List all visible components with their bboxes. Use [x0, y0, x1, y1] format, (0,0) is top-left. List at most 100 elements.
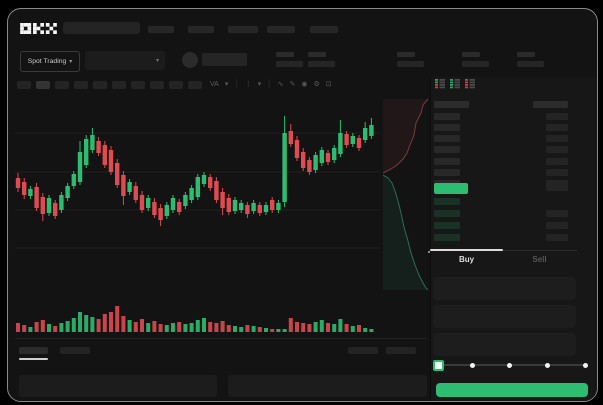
candlestick-chart[interactable]: [15, 95, 380, 290]
ask-row[interactable]: [430, 112, 577, 121]
draw-tool-icon[interactable]: ✎: [289, 81, 296, 88]
candle-body: [369, 125, 374, 136]
timeframe-button-4[interactable]: [74, 81, 88, 89]
market-mode-selector[interactable]: Spot Trading ▾: [20, 51, 80, 72]
volume-bar: [226, 325, 231, 332]
stat-value-placeholder: [397, 61, 424, 67]
bottom-right-control-2[interactable]: [386, 347, 416, 354]
volume-bar: [164, 325, 169, 332]
volume-bar: [140, 319, 144, 332]
nav-item-3[interactable]: [228, 26, 258, 33]
candle-body: [226, 198, 231, 212]
ask-row[interactable]: [430, 157, 577, 166]
slider-handle[interactable]: [433, 360, 444, 371]
bid-price-bar: [434, 197, 460, 205]
nav-item-1[interactable]: [148, 26, 174, 33]
tab-sell[interactable]: Sell: [532, 255, 547, 264]
ask-price-bar: [434, 112, 460, 120]
stat-label-placeholder: [276, 52, 294, 57]
volume-bar: [344, 324, 349, 332]
stat-value-placeholder: [308, 61, 335, 67]
trade-tabs-divider: [430, 250, 577, 251]
candle-body: [77, 152, 83, 182]
ask-amount-bar: [546, 180, 568, 188]
depth-chart[interactable]: [382, 95, 429, 291]
coin-avatar[interactable]: [182, 52, 198, 68]
okx-logo[interactable]: [20, 23, 57, 34]
volume-bar: [115, 306, 120, 332]
candle-body: [338, 133, 343, 154]
candle-body: [294, 140, 300, 158]
slider-stop-4[interactable]: [583, 363, 588, 368]
nav-item-5[interactable]: [310, 26, 338, 33]
volume-bar: [338, 319, 343, 332]
volume-bar: [307, 324, 312, 332]
settings-icon[interactable]: ⚙: [313, 81, 320, 88]
ask-row[interactable]: [430, 135, 577, 143]
slider-stop-3[interactable]: [545, 363, 550, 368]
bid-row[interactable]: [430, 234, 577, 242]
pair-selector[interactable]: ▾: [85, 51, 165, 70]
timeframe-button-2[interactable]: [36, 81, 50, 89]
candle-body: [146, 198, 151, 208]
candle-body: [84, 139, 89, 165]
bottom-tab-orders[interactable]: [19, 347, 48, 354]
timeframe-toolbar: [8, 9, 430, 95]
search-input[interactable]: [63, 22, 140, 34]
timeframe-button-3[interactable]: [55, 81, 69, 89]
fullscreen-icon[interactable]: ⊡: [325, 81, 332, 88]
snapshot-icon[interactable]: ◉: [301, 81, 308, 88]
ask-price-bar: [434, 135, 460, 143]
ask-row[interactable]: [430, 169, 577, 177]
slider-stop-1[interactable]: [470, 363, 475, 368]
nav-item-2[interactable]: [188, 26, 214, 33]
candle-body: [245, 205, 250, 214]
ask-row[interactable]: [430, 146, 577, 154]
timeframe-button-7[interactable]: [131, 81, 145, 89]
order-book-rows: [8, 9, 597, 300]
timeframe-button-1[interactable]: [17, 81, 31, 89]
last-price-bar[interactable]: [434, 183, 468, 194]
candle-body: [214, 181, 219, 200]
volume-bar: [313, 322, 318, 332]
tab-buy[interactable]: Buy: [458, 255, 475, 264]
ask-row[interactable]: [430, 123, 577, 132]
trade-field-1[interactable]: [433, 277, 576, 300]
trade-field-3[interactable]: [433, 333, 576, 356]
timeframe-button-9[interactable]: [169, 81, 183, 89]
trade-field-2[interactable]: [433, 305, 576, 328]
bid-row[interactable]: [430, 221, 577, 230]
volume-bar: [257, 327, 262, 332]
bid-row[interactable]: [430, 209, 577, 218]
candle-body: [65, 186, 70, 198]
volume-bar: [357, 325, 361, 332]
candle-body: [288, 131, 293, 144]
nav-item-4[interactable]: [267, 26, 295, 33]
volume-bar: [146, 323, 151, 332]
bottom-tab-history[interactable]: [60, 347, 90, 354]
volume-chart[interactable]: [15, 292, 383, 334]
combined-book-toggle-icon[interactable]: [435, 76, 445, 94]
bid-price-bar: [434, 221, 460, 229]
timeframe-button-5[interactable]: [93, 81, 107, 89]
bid-row[interactable]: [430, 197, 577, 206]
line-tool-icon[interactable]: ∿: [277, 81, 284, 88]
bids-only-toggle-icon[interactable]: [450, 76, 460, 94]
timeframe-button-6[interactable]: [112, 81, 126, 89]
candle-body: [28, 189, 33, 196]
bottom-right-control-1[interactable]: [348, 347, 378, 354]
chevron-down-icon[interactable]: ▾: [224, 81, 229, 88]
slider-stop-2[interactable]: [507, 363, 512, 368]
buy-submit-button[interactable]: [436, 383, 588, 397]
asks-only-toggle-icon[interactable]: [465, 76, 475, 94]
timeframe-button-10[interactable]: [188, 81, 202, 89]
volume-bar: [202, 318, 206, 332]
timeframe-button-8[interactable]: [150, 81, 164, 89]
candle-type-icon[interactable]: ⋮: [244, 81, 252, 88]
volume-bar: [270, 329, 275, 332]
candle-body: [22, 182, 27, 195]
order-book-view-toggles: [435, 79, 495, 91]
chevron-down-icon[interactable]: ▾: [257, 81, 262, 88]
volume-bar: [208, 322, 213, 332]
indicator-label[interactable]: VA: [210, 81, 219, 88]
